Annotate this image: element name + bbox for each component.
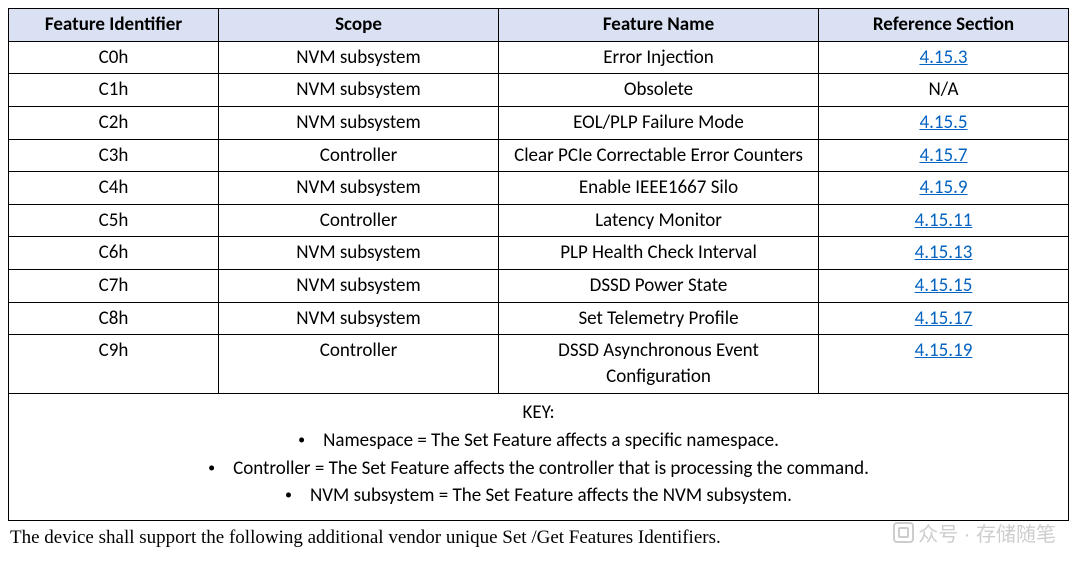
cell-reference: 4.15.9 [819, 172, 1069, 205]
cell-scope: NVM subsystem [219, 270, 499, 303]
column-header: Feature Name [499, 9, 819, 42]
cell-scope: NVM subsystem [219, 41, 499, 74]
cell-scope: NVM subsystem [219, 106, 499, 139]
cell-reference: 4.15.13 [819, 237, 1069, 270]
key-row: KEY:Namespace = The Set Feature affects … [9, 393, 1069, 520]
reference-link[interactable]: 4.15.5 [919, 111, 967, 134]
column-header: Feature Identifier [9, 9, 219, 42]
cell-feature-name: Enable IEEE1667 Silo [499, 172, 819, 205]
cell-feature-id: C7h [9, 270, 219, 303]
cell-reference: N/A [819, 74, 1069, 107]
table-row: C3hControllerClear PCIe Correctable Erro… [9, 139, 1069, 172]
cell-scope: NVM subsystem [219, 74, 499, 107]
key-item: NVM subsystem = The Set Feature affects … [19, 482, 1058, 510]
cell-scope: NVM subsystem [219, 302, 499, 335]
cell-reference: 4.15.11 [819, 204, 1069, 237]
key-title: KEY: [19, 400, 1058, 426]
cell-feature-name: EOL/PLP Failure Mode [499, 106, 819, 139]
cell-feature-id: C9h [9, 335, 219, 393]
cell-feature-id: C6h [9, 237, 219, 270]
table-row: C5hControllerLatency Monitor 4.15.11 [9, 204, 1069, 237]
cell-scope: NVM subsystem [219, 237, 499, 270]
reference-link[interactable]: 4.15.7 [919, 144, 967, 167]
cell-feature-name: Obsolete [499, 74, 819, 107]
table-row: C6hNVM subsystemPLP Health Check Interva… [9, 237, 1069, 270]
cell-feature-id: C0h [9, 41, 219, 74]
cell-scope: Controller [219, 139, 499, 172]
key-list: Namespace = The Set Feature affects a sp… [19, 427, 1058, 510]
table-row: C8hNVM subsystemSet Telemetry Profile 4.1… [9, 302, 1069, 335]
footer-paragraph: The device shall support the following a… [10, 527, 1072, 549]
table-row: C1hNVM subsystemObsoleteN/A [9, 74, 1069, 107]
cell-scope: Controller [219, 204, 499, 237]
reference-link[interactable]: 4.15.11 [915, 209, 973, 232]
key-item: Controller = The Set Feature affects the… [19, 455, 1058, 483]
key-item: Namespace = The Set Feature affects a sp… [19, 427, 1058, 455]
reference-link[interactable]: 4.15.13 [915, 241, 973, 264]
cell-feature-id: C5h [9, 204, 219, 237]
key-cell: KEY:Namespace = The Set Feature affects … [9, 393, 1069, 520]
cell-feature-id: C3h [9, 139, 219, 172]
cell-scope: Controller [219, 335, 499, 393]
table-header-row: Feature IdentifierScopeFeature NameRefer… [9, 9, 1069, 42]
table-row: C9hControllerDSSD Asynchronous Event Con… [9, 335, 1069, 393]
reference-link[interactable]: 4.15.17 [915, 307, 973, 330]
cell-feature-name: PLP Health Check Interval [499, 237, 819, 270]
column-header: Reference Section [819, 9, 1069, 42]
cell-feature-id: C2h [9, 106, 219, 139]
cell-reference: 4.15.15 [819, 270, 1069, 303]
cell-feature-name: DSSD Asynchronous Event Configuration [499, 335, 819, 393]
cell-feature-name: Error Injection [499, 41, 819, 74]
cell-feature-name: Clear PCIe Correctable Error Counters [499, 139, 819, 172]
table-row: C2hNVM subsystemEOL/PLP Failure Mode 4.15… [9, 106, 1069, 139]
cell-reference: 4.15.7 [819, 139, 1069, 172]
table-body: C0hNVM subsystemError Injection4.15.3C1h… [9, 41, 1069, 520]
cell-reference: 4.15.5 [819, 106, 1069, 139]
cell-reference: 4.15.3 [819, 41, 1069, 74]
cell-feature-name: DSSD Power State [499, 270, 819, 303]
table-row: C7hNVM subsystemDSSD Power State 4.15.15 [9, 270, 1069, 303]
reference-link[interactable]: 4.15.19 [915, 339, 973, 362]
reference-link[interactable]: 4.15.3 [919, 46, 967, 69]
cell-feature-id: C4h [9, 172, 219, 205]
features-table: Feature IdentifierScopeFeature NameRefer… [8, 8, 1069, 521]
column-header: Scope [219, 9, 499, 42]
cell-scope: NVM subsystem [219, 172, 499, 205]
cell-feature-name: Set Telemetry Profile [499, 302, 819, 335]
cell-feature-name: Latency Monitor [499, 204, 819, 237]
reference-link[interactable]: 4.15.15 [915, 274, 973, 297]
table-row: C4hNVM subsystemEnable IEEE1667 Silo 4.15… [9, 172, 1069, 205]
cell-feature-id: C1h [9, 74, 219, 107]
cell-reference: 4.15.19 [819, 335, 1069, 393]
reference-link[interactable]: 4.15.9 [919, 176, 967, 199]
table-row: C0hNVM subsystemError Injection 4.15.3 [9, 41, 1069, 74]
cell-feature-id: C8h [9, 302, 219, 335]
cell-reference: 4.15.17 [819, 302, 1069, 335]
